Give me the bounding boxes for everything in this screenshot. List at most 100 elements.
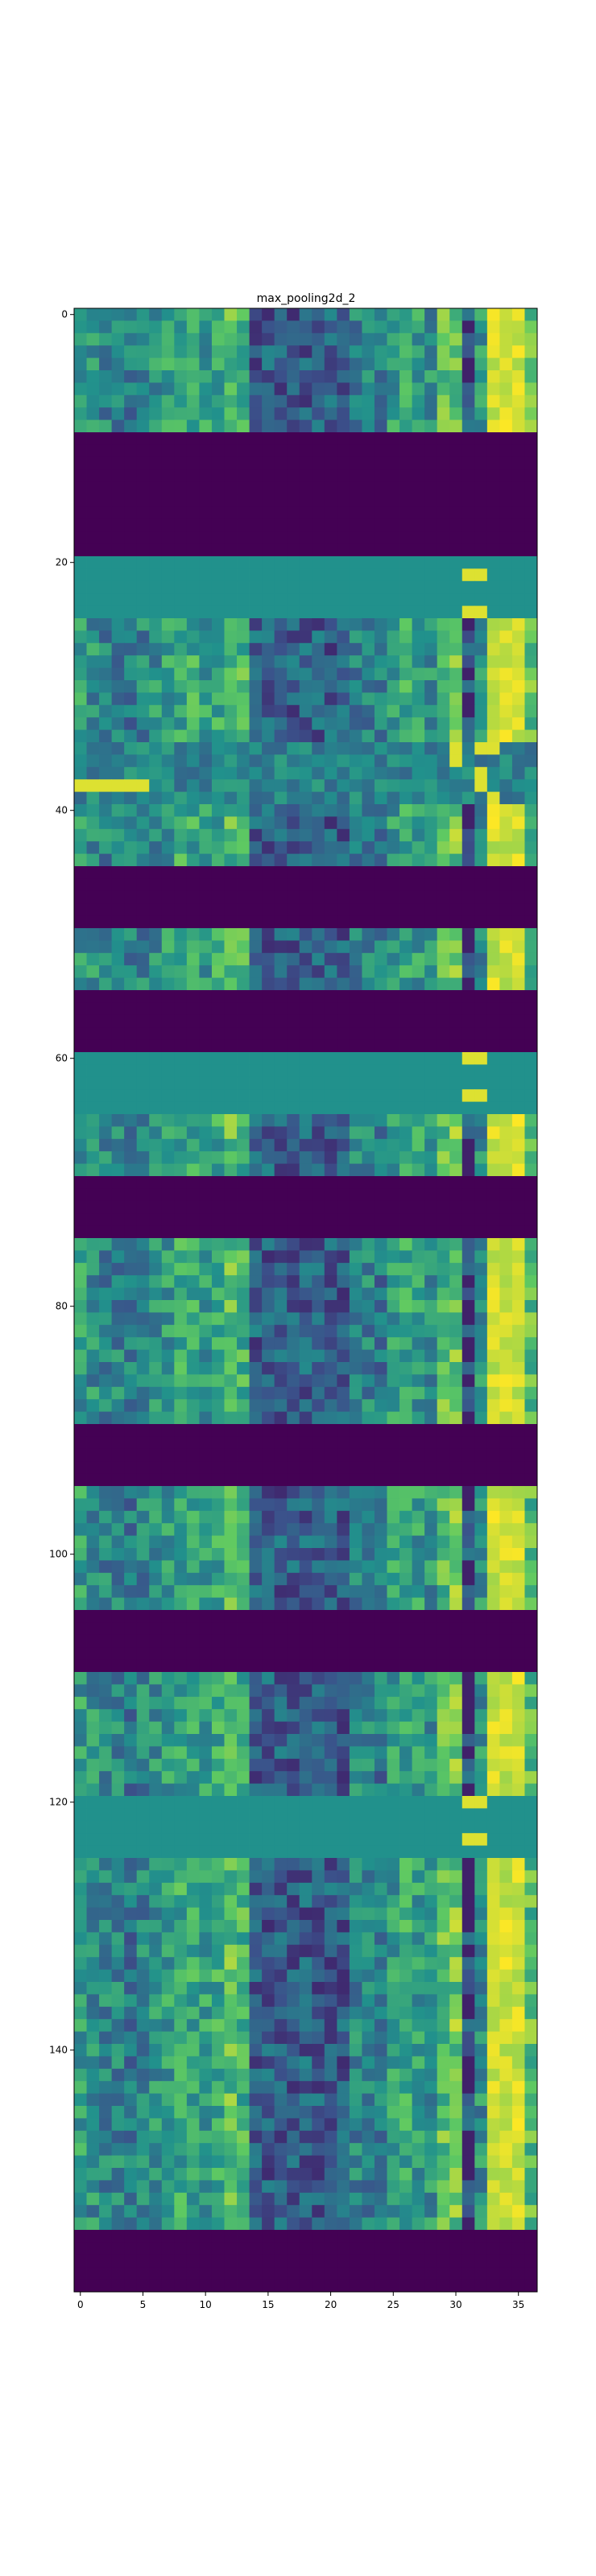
heatmap-cell bbox=[461, 1163, 475, 1177]
heatmap-cell bbox=[299, 531, 312, 544]
heatmap-cell bbox=[524, 1870, 538, 1884]
heatmap-cell bbox=[486, 1820, 500, 1834]
heatmap-cell bbox=[99, 1597, 113, 1611]
heatmap-cell bbox=[424, 1597, 438, 1611]
heatmap-cell bbox=[274, 506, 288, 520]
heatmap-cell bbox=[387, 1250, 400, 1264]
heatmap-cell bbox=[262, 1225, 275, 1239]
heatmap-cell bbox=[362, 1957, 375, 1970]
heatmap-cell bbox=[461, 432, 475, 445]
heatmap-cell bbox=[474, 1510, 488, 1524]
heatmap-cell bbox=[486, 667, 500, 681]
heatmap-cell bbox=[99, 1386, 113, 1400]
heatmap-cell bbox=[287, 1746, 300, 1760]
heatmap-cell bbox=[74, 928, 87, 941]
heatmap-cell bbox=[299, 878, 312, 892]
heatmap-cell bbox=[387, 680, 400, 693]
heatmap-cell bbox=[211, 357, 225, 371]
heatmap-cell bbox=[111, 469, 125, 482]
heatmap-cell bbox=[511, 456, 525, 470]
heatmap-cell bbox=[136, 791, 150, 805]
heatmap-cell bbox=[274, 1089, 288, 1102]
heatmap-cell bbox=[362, 1709, 375, 1722]
heatmap-cell bbox=[86, 977, 100, 991]
heatmap-cell bbox=[237, 1907, 250, 1921]
heatmap-cell bbox=[161, 1486, 175, 1499]
heatmap-cell bbox=[312, 853, 325, 867]
heatmap-cell bbox=[449, 1771, 463, 1784]
heatmap-cell bbox=[136, 419, 150, 433]
heatmap-cell bbox=[136, 444, 150, 458]
heatmap-cells bbox=[74, 308, 538, 2293]
heatmap-cell bbox=[399, 1039, 412, 1053]
heatmap-cell bbox=[424, 494, 438, 507]
heatmap-cell bbox=[387, 556, 400, 569]
heatmap-cell bbox=[174, 903, 188, 916]
heatmap-cell bbox=[86, 1287, 100, 1301]
heatmap-cell bbox=[499, 518, 513, 532]
heatmap-cell bbox=[524, 791, 538, 805]
heatmap-cell bbox=[437, 655, 450, 668]
heatmap-cell bbox=[461, 1275, 475, 1288]
heatmap-cell bbox=[499, 1337, 513, 1350]
heatmap-cell bbox=[424, 1424, 438, 1437]
heatmap-cell bbox=[324, 1349, 337, 1363]
heatmap-cell bbox=[374, 419, 387, 433]
heatmap-cell bbox=[437, 1746, 450, 1760]
heatmap-cell bbox=[424, 1250, 438, 1264]
heatmap-cell bbox=[349, 1734, 362, 1747]
heatmap-cell bbox=[74, 779, 87, 792]
heatmap-cell bbox=[99, 952, 113, 966]
heatmap-cell bbox=[274, 680, 288, 693]
heatmap-cell bbox=[99, 1858, 113, 1871]
heatmap-cell bbox=[224, 1957, 238, 1970]
heatmap-cell bbox=[337, 1510, 350, 1524]
heatmap-cell bbox=[499, 680, 513, 693]
heatmap-cell bbox=[237, 1126, 250, 1140]
heatmap-cell bbox=[211, 506, 225, 520]
heatmap-cell bbox=[262, 1597, 275, 1611]
heatmap-cell bbox=[149, 692, 163, 706]
heatmap-cell bbox=[387, 779, 400, 792]
heatmap-cell bbox=[224, 1969, 238, 1983]
heatmap-cell bbox=[287, 308, 300, 321]
heatmap-cell bbox=[349, 1610, 362, 1623]
heatmap-cell bbox=[186, 1002, 200, 1016]
heatmap-cell bbox=[249, 1349, 263, 1363]
heatmap-cell bbox=[174, 494, 188, 507]
heatmap-cell bbox=[449, 1746, 463, 1760]
heatmap-cell bbox=[287, 444, 300, 458]
heatmap-cell bbox=[174, 1188, 188, 1202]
heatmap-cell bbox=[136, 357, 150, 371]
heatmap-cell bbox=[237, 667, 250, 681]
heatmap-cell bbox=[199, 332, 213, 346]
heatmap-cell bbox=[211, 407, 225, 420]
heatmap-cell bbox=[74, 903, 87, 916]
heatmap-cell bbox=[337, 332, 350, 346]
heatmap-cell bbox=[74, 1275, 87, 1288]
heatmap-cell bbox=[499, 1535, 513, 1549]
heatmap-cell bbox=[374, 816, 387, 830]
heatmap-cell bbox=[274, 1238, 288, 1251]
heatmap-cell bbox=[161, 1324, 175, 1338]
heatmap-cell bbox=[299, 1151, 312, 1164]
heatmap-cell bbox=[349, 580, 362, 594]
heatmap-cell bbox=[387, 965, 400, 978]
heatmap-cell bbox=[149, 779, 163, 792]
heatmap-cell bbox=[424, 1101, 438, 1115]
heatmap-cell bbox=[274, 419, 288, 433]
heatmap-cell bbox=[237, 444, 250, 458]
heatmap-cell bbox=[287, 1696, 300, 1710]
heatmap-cell bbox=[149, 506, 163, 520]
heatmap-cell bbox=[312, 1238, 325, 1251]
heatmap-cell bbox=[312, 494, 325, 507]
heatmap-cell bbox=[99, 1622, 113, 1636]
heatmap-cell bbox=[99, 320, 113, 334]
heatmap-cell bbox=[99, 456, 113, 470]
heatmap-cell bbox=[136, 890, 150, 904]
heatmap-cell bbox=[149, 1027, 163, 1040]
chart-title: max_pooling2d_2 bbox=[257, 292, 356, 305]
heatmap-cell bbox=[199, 1771, 213, 1784]
heatmap-cell bbox=[237, 1362, 250, 1375]
heatmap-cell bbox=[224, 1089, 238, 1102]
